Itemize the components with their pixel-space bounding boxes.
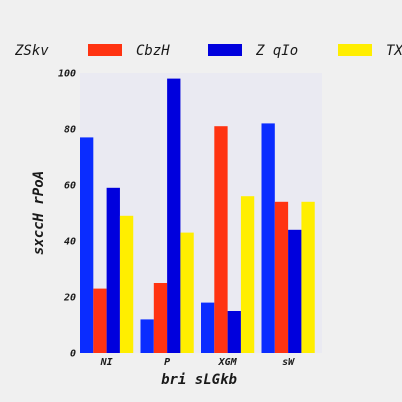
- legend-swatch: [338, 44, 372, 56]
- y-tick-label: 60: [64, 181, 76, 192]
- x-tick-label: XGM: [218, 357, 238, 368]
- legend-title: ZSkv: [14, 43, 49, 59]
- bar-P-series-3: [180, 232, 194, 353]
- legend-label: CbzH: [136, 43, 170, 59]
- legend-swatch: [208, 44, 242, 56]
- bars: [80, 78, 315, 354]
- legend: ZSkv CbzH Z qIo TX: [14, 43, 402, 59]
- y-axis: 0 20 40 60 80 100: [58, 69, 76, 360]
- y-tick-label: 100: [58, 69, 76, 80]
- y-axis-label: sxccH rPoA: [31, 171, 47, 255]
- y-tick-label: 20: [63, 293, 76, 304]
- bar-P-series-0: [140, 319, 154, 353]
- legend-label: Z qIo: [255, 43, 298, 59]
- bar-P-series-2: [167, 78, 181, 353]
- y-tick-label: 0: [70, 349, 76, 360]
- bar-sW-series-0: [261, 123, 275, 354]
- x-tick-label: NI: [100, 357, 113, 368]
- x-tick-label: sW: [282, 357, 295, 368]
- y-tick-label: 80: [64, 125, 76, 136]
- bar-XGM-series-0: [201, 302, 215, 353]
- bar-sW-series-3: [301, 201, 315, 353]
- bar-P-series-1: [153, 283, 168, 353]
- legend-label: TX: [386, 43, 402, 59]
- bar-NI-series-0: [80, 137, 94, 353]
- bar-NI-series-3: [119, 215, 134, 353]
- bar-NI-series-2: [106, 187, 120, 353]
- x-axis: NI P XGM sW: [100, 357, 296, 368]
- bar-XGM-series-3: [240, 196, 255, 353]
- legend-swatch: [88, 44, 122, 56]
- bar-XGM-series-1: [214, 126, 228, 353]
- x-tick-label: P: [164, 357, 170, 368]
- bar-sW-series-1: [274, 201, 289, 353]
- bar-NI-series-1: [93, 288, 107, 353]
- bar-sW-series-2: [288, 229, 302, 353]
- y-tick-label: 40: [64, 237, 76, 248]
- bar-XGM-series-2: [227, 311, 241, 353]
- x-axis-label: bri sLGkb: [161, 372, 237, 388]
